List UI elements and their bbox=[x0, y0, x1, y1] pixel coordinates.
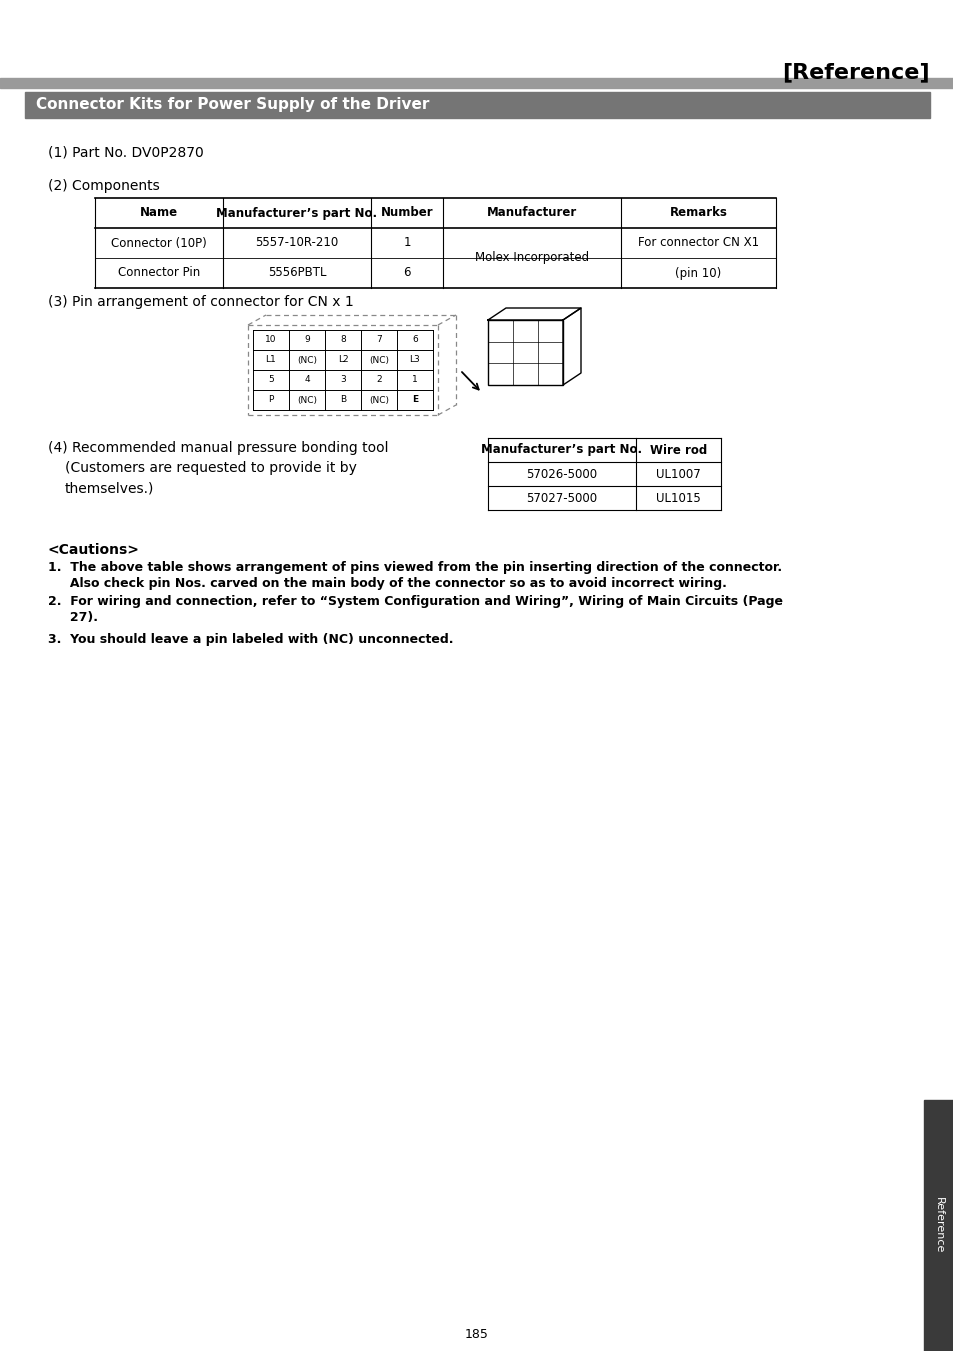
Text: L2: L2 bbox=[337, 355, 348, 365]
Text: P: P bbox=[268, 396, 274, 404]
Text: 57027-5000: 57027-5000 bbox=[526, 492, 597, 504]
Text: (NC): (NC) bbox=[296, 355, 316, 365]
Text: (1) Part No. DV0P2870: (1) Part No. DV0P2870 bbox=[48, 145, 204, 159]
Text: 6: 6 bbox=[412, 335, 417, 345]
Text: Reference: Reference bbox=[933, 1197, 943, 1254]
Text: Molex Incorporated: Molex Incorporated bbox=[475, 251, 588, 265]
Text: Remarks: Remarks bbox=[669, 207, 727, 219]
Text: Manufacturer’s part No.: Manufacturer’s part No. bbox=[481, 443, 642, 457]
Text: 185: 185 bbox=[464, 1328, 489, 1342]
Text: 27).: 27). bbox=[48, 612, 98, 624]
Text: Number: Number bbox=[380, 207, 433, 219]
Text: UL1015: UL1015 bbox=[656, 492, 700, 504]
Text: [Reference]: [Reference] bbox=[781, 62, 929, 82]
Bar bbox=[25, 92, 929, 118]
Bar bbox=[0, 78, 953, 88]
Text: B: B bbox=[339, 396, 346, 404]
Text: 7: 7 bbox=[375, 335, 381, 345]
Text: Connector (10P): Connector (10P) bbox=[111, 236, 207, 250]
Text: Wire rod: Wire rod bbox=[649, 443, 706, 457]
Text: 8: 8 bbox=[340, 335, 346, 345]
Text: For connector CN X1: For connector CN X1 bbox=[638, 236, 759, 250]
Text: 2: 2 bbox=[375, 376, 381, 385]
Text: (4) Recommended manual pressure bonding tool: (4) Recommended manual pressure bonding … bbox=[48, 440, 388, 455]
Text: L1: L1 bbox=[265, 355, 276, 365]
Text: 4: 4 bbox=[304, 376, 310, 385]
Text: (NC): (NC) bbox=[369, 355, 389, 365]
Text: Connector Kits for Power Supply of the Driver: Connector Kits for Power Supply of the D… bbox=[36, 97, 429, 112]
Text: Also check pin Nos. carved on the main body of the connector so as to avoid inco: Also check pin Nos. carved on the main b… bbox=[48, 577, 726, 590]
Text: 6: 6 bbox=[403, 266, 411, 280]
Text: (NC): (NC) bbox=[296, 396, 316, 404]
Text: 1.  The above table shows arrangement of pins viewed from the pin inserting dire: 1. The above table shows arrangement of … bbox=[48, 561, 781, 574]
Text: 5557-10R-210: 5557-10R-210 bbox=[255, 236, 338, 250]
Text: (pin 10): (pin 10) bbox=[675, 266, 720, 280]
Text: Manufacturer: Manufacturer bbox=[486, 207, 577, 219]
Text: UL1007: UL1007 bbox=[656, 467, 700, 481]
Text: 1: 1 bbox=[412, 376, 417, 385]
Text: 9: 9 bbox=[304, 335, 310, 345]
Text: Manufacturer’s part No.: Manufacturer’s part No. bbox=[216, 207, 377, 219]
Text: 10: 10 bbox=[265, 335, 276, 345]
Text: L3: L3 bbox=[409, 355, 420, 365]
Text: (3) Pin arrangement of connector for CN x 1: (3) Pin arrangement of connector for CN … bbox=[48, 295, 354, 309]
Text: (NC): (NC) bbox=[369, 396, 389, 404]
Text: 2.  For wiring and connection, refer to “System Configuration and Wiring”, Wirin: 2. For wiring and connection, refer to “… bbox=[48, 594, 782, 608]
Text: Name: Name bbox=[140, 207, 178, 219]
Text: <Cautions>: <Cautions> bbox=[48, 543, 140, 557]
Text: 57026-5000: 57026-5000 bbox=[526, 467, 597, 481]
Text: 3: 3 bbox=[340, 376, 346, 385]
Text: 1: 1 bbox=[403, 236, 411, 250]
Text: themselves.): themselves.) bbox=[65, 481, 154, 494]
Text: (Customers are requested to provide it by: (Customers are requested to provide it b… bbox=[65, 461, 356, 476]
Bar bbox=[923, 1100, 953, 1351]
Text: 3.  You should leave a pin labeled with (NC) unconnected.: 3. You should leave a pin labeled with (… bbox=[48, 632, 453, 646]
Bar bbox=[488, 320, 562, 385]
Text: E: E bbox=[412, 396, 417, 404]
Text: Connector Pin: Connector Pin bbox=[118, 266, 200, 280]
Text: (2) Components: (2) Components bbox=[48, 178, 159, 193]
Text: 5: 5 bbox=[268, 376, 274, 385]
Text: 5556PBTL: 5556PBTL bbox=[268, 266, 326, 280]
